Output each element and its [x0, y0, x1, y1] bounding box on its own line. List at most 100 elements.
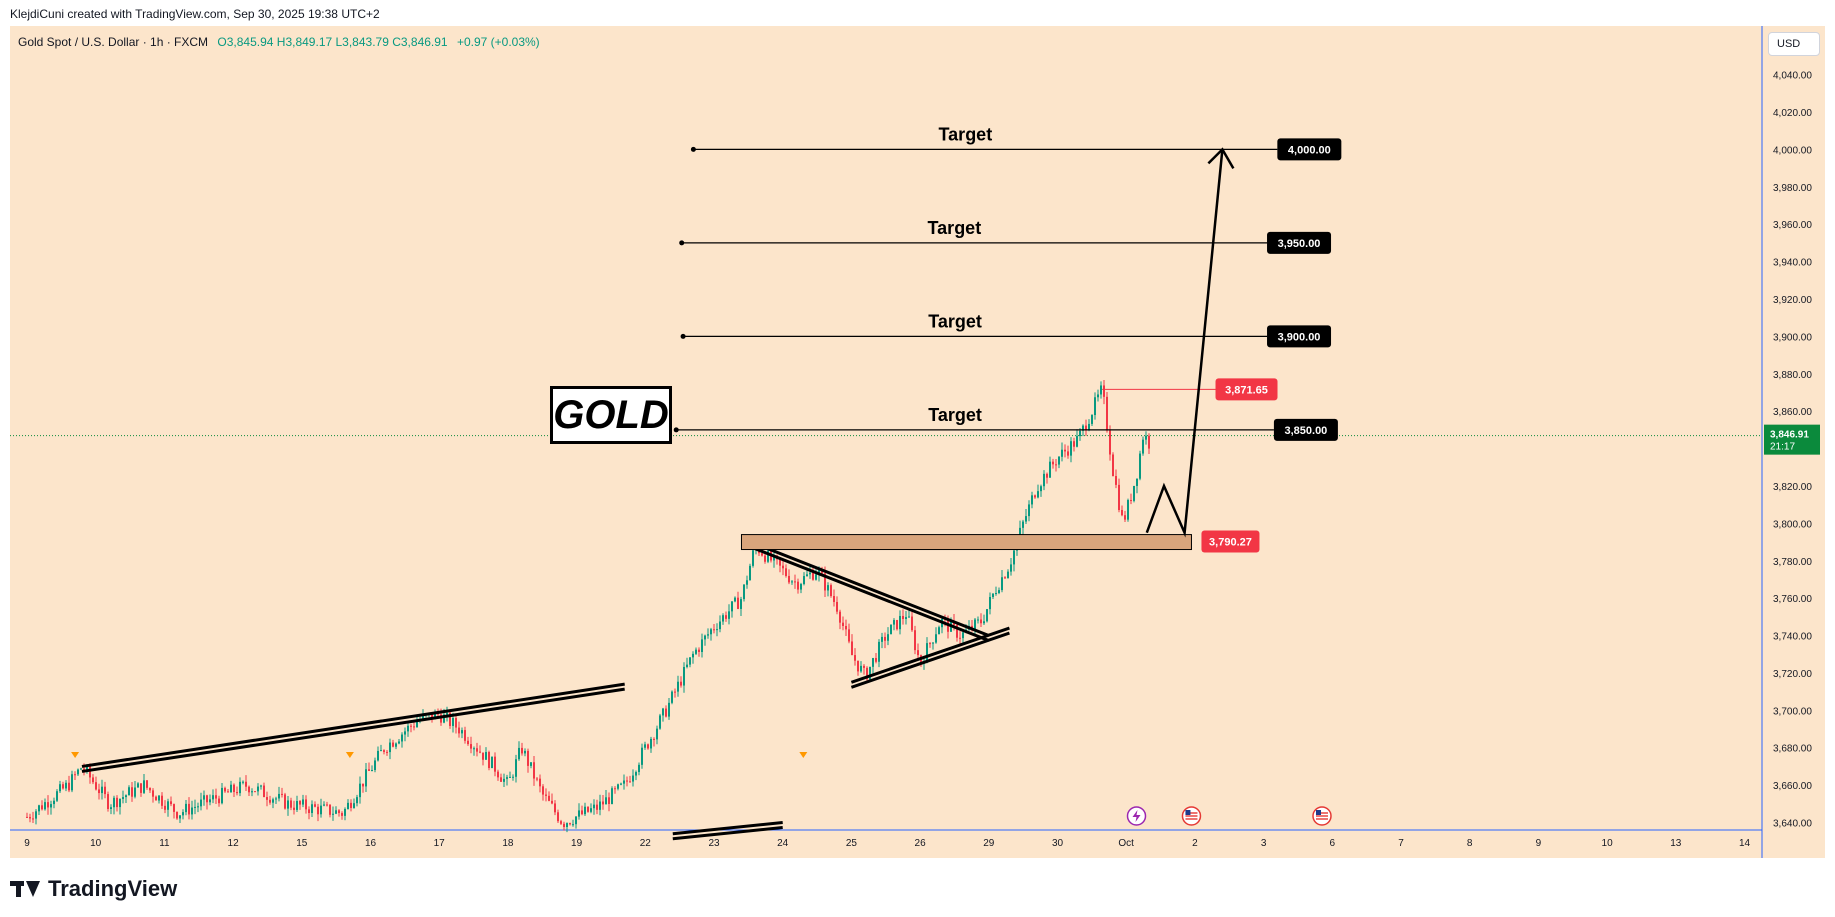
candle-body — [692, 653, 694, 658]
x-tick-label: 16 — [365, 838, 377, 849]
candle-body — [356, 797, 358, 804]
candle-body — [329, 804, 331, 815]
candle-body — [116, 797, 118, 808]
gold-label: GOLD — [550, 386, 672, 444]
candle-body — [746, 580, 748, 585]
support-price-label: 3,790.27 — [1209, 537, 1252, 549]
target-line-anchor — [690, 146, 696, 152]
candle-body — [41, 805, 43, 810]
candle-body — [764, 555, 766, 562]
y-tick-label: 3,980.00 — [1773, 183, 1812, 194]
candle-body — [53, 800, 55, 805]
candle-body — [377, 750, 379, 761]
candle-body — [839, 611, 841, 623]
candle-body — [623, 780, 625, 784]
candle-body — [593, 804, 595, 809]
candle-body — [401, 734, 403, 742]
candle-body — [1088, 423, 1090, 431]
candle-body — [98, 789, 100, 794]
candle-body — [308, 809, 310, 814]
x-tick-label: 6 — [1330, 838, 1336, 849]
candle-body — [383, 750, 385, 752]
candle-body — [938, 627, 940, 635]
trendline — [672, 821, 783, 836]
candle-body — [212, 795, 214, 800]
candle-body — [791, 581, 793, 583]
candle-body — [827, 585, 829, 591]
target-price-label: 3,850.00 — [1284, 425, 1327, 437]
candle-body — [248, 786, 250, 793]
candle-body — [1034, 495, 1036, 498]
candle-body — [869, 666, 871, 680]
y-tick-label: 4,040.00 — [1773, 71, 1812, 82]
candle-body — [434, 711, 436, 720]
candle-body — [1067, 451, 1069, 456]
candle-body — [647, 744, 649, 749]
candle-body — [44, 802, 46, 810]
candle-body — [179, 815, 181, 819]
candle-body — [902, 615, 904, 620]
candle-body — [374, 760, 376, 771]
x-tick-label: 24 — [777, 838, 789, 849]
candle-body — [1130, 500, 1132, 502]
currency-selector[interactable]: USD — [1768, 32, 1820, 56]
candle-body — [230, 784, 232, 793]
candle-body — [842, 622, 844, 626]
candle-body — [491, 756, 493, 769]
candle-body — [245, 781, 247, 787]
y-tick-label: 3,800.00 — [1773, 519, 1812, 530]
candle-body — [146, 780, 148, 788]
candle-body — [527, 750, 529, 766]
target-price-tag — [1267, 325, 1332, 348]
candle-body — [170, 801, 172, 805]
candle-body — [452, 718, 454, 726]
candle-body — [242, 781, 244, 783]
x-tick-label: 2 — [1192, 838, 1198, 849]
candle-body — [227, 791, 229, 793]
candle-body — [548, 795, 550, 801]
candle-body — [485, 752, 487, 760]
target-price-label: 3,900.00 — [1278, 331, 1321, 343]
candle-body — [56, 791, 58, 801]
candle-body — [128, 787, 130, 796]
candle-body — [641, 747, 643, 765]
tradingview-logo[interactable]: TradingView — [10, 876, 177, 902]
bar-countdown: 21:17 — [1770, 442, 1795, 453]
chart-area[interactable] — [10, 26, 1825, 858]
candle-body — [596, 804, 598, 810]
support-price-tag — [1201, 530, 1260, 553]
trendline — [672, 826, 783, 841]
candle-body — [101, 786, 103, 794]
candle-body — [674, 691, 676, 693]
candle-body — [863, 665, 865, 668]
candle-body — [1139, 453, 1141, 479]
candle-body — [413, 726, 415, 728]
candle-body — [884, 636, 886, 641]
candle-body — [362, 783, 364, 787]
candle-body — [725, 615, 727, 619]
x-tick-label: 26 — [915, 838, 927, 849]
candle-body — [1136, 478, 1138, 486]
candle-body — [797, 581, 799, 590]
candle-body — [320, 805, 322, 815]
candle-body — [1100, 385, 1102, 395]
candle-body — [851, 641, 853, 656]
candle-body — [974, 619, 976, 630]
candle-body — [38, 805, 40, 812]
candle-body — [110, 807, 112, 809]
candle-body — [1106, 396, 1108, 431]
target-price-label: 4,000.00 — [1288, 144, 1331, 156]
candle-body — [95, 782, 97, 790]
candle-body — [305, 799, 307, 810]
y-tick-label: 3,880.00 — [1773, 370, 1812, 381]
candle-body — [731, 601, 733, 612]
candle-body — [332, 813, 334, 815]
candle-body — [563, 823, 565, 827]
candle-body — [137, 783, 139, 788]
candle-body — [497, 771, 499, 778]
y-tick-label: 3,720.00 — [1773, 669, 1812, 680]
candle-body — [935, 634, 937, 643]
target-price-tag — [1273, 418, 1338, 441]
signal-marker — [799, 752, 808, 758]
